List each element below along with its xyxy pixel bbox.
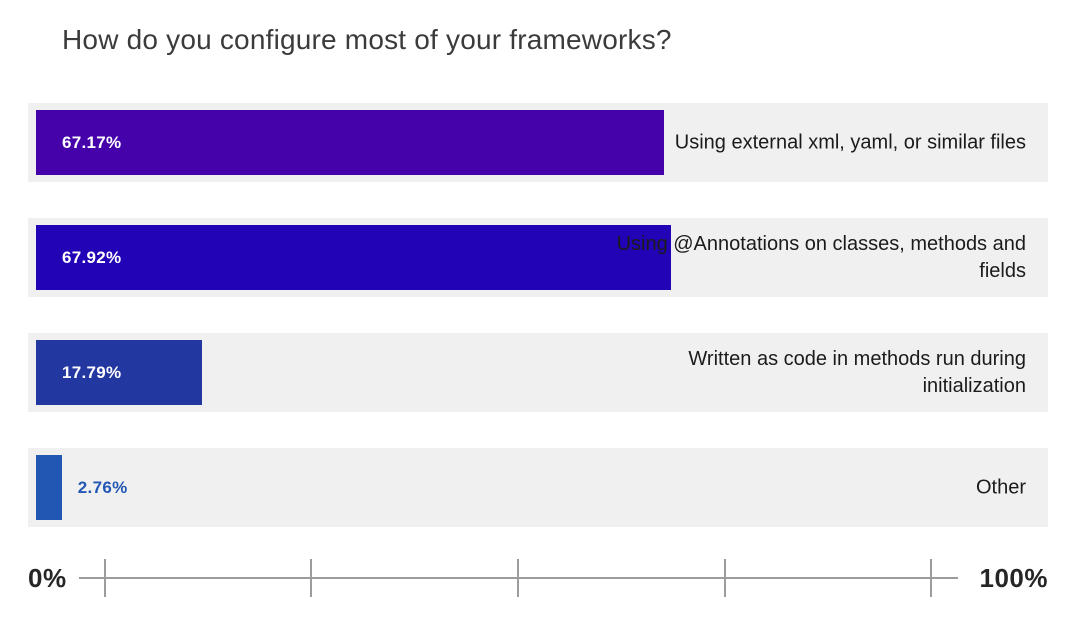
bar-chart: 67.17% Using external xml, yaml, or simi… xyxy=(28,103,1048,563)
chart-title: How do you configure most of your framew… xyxy=(62,24,672,55)
axis-ticks xyxy=(79,558,958,598)
bar-value-label: 67.17% xyxy=(62,132,122,152)
bar: 67.92% xyxy=(36,225,672,290)
axis-tick xyxy=(723,559,726,597)
x-axis: 0% 100% xyxy=(28,554,1048,602)
bar-row: 67.92% Using @Annotations on classes, me… xyxy=(28,218,1048,297)
axis-tick xyxy=(517,559,520,597)
axis-tick xyxy=(310,559,313,597)
bar-category-label: Using external xml, yaml, or similar fil… xyxy=(674,130,1026,153)
bar-track: 17.79% xyxy=(36,340,971,405)
bar: 67.17% xyxy=(36,110,665,175)
bar-value-label: 17.79% xyxy=(62,362,122,382)
bar-category-label: Written as code in methods run during in… xyxy=(688,347,1026,397)
axis-max-label: 100% xyxy=(979,562,1048,593)
bar-category-label: Other xyxy=(975,475,1026,498)
bar-value-label: 67.92% xyxy=(62,247,122,267)
bar: 17.79% xyxy=(36,340,203,405)
axis-tick xyxy=(103,559,106,597)
bar-track: 2.76% xyxy=(36,455,971,520)
bar-track: 67.92% xyxy=(36,225,971,290)
bar-track: 67.17% xyxy=(36,110,971,175)
axis-tick xyxy=(930,559,933,597)
bar-row: 67.17% Using external xml, yaml, or simi… xyxy=(28,103,1048,182)
axis-line-wrap xyxy=(78,558,958,598)
bar-category-label: Using @Annotations on classes, methods a… xyxy=(616,232,1026,282)
axis-min-label: 0% xyxy=(28,562,67,593)
bar-value-label: 2.76% xyxy=(77,477,128,497)
bar-row: 2.76% Other xyxy=(28,448,1048,527)
bar-row: 17.79% Written as code in methods run du… xyxy=(28,333,1048,412)
bar: 2.76% xyxy=(36,455,127,520)
